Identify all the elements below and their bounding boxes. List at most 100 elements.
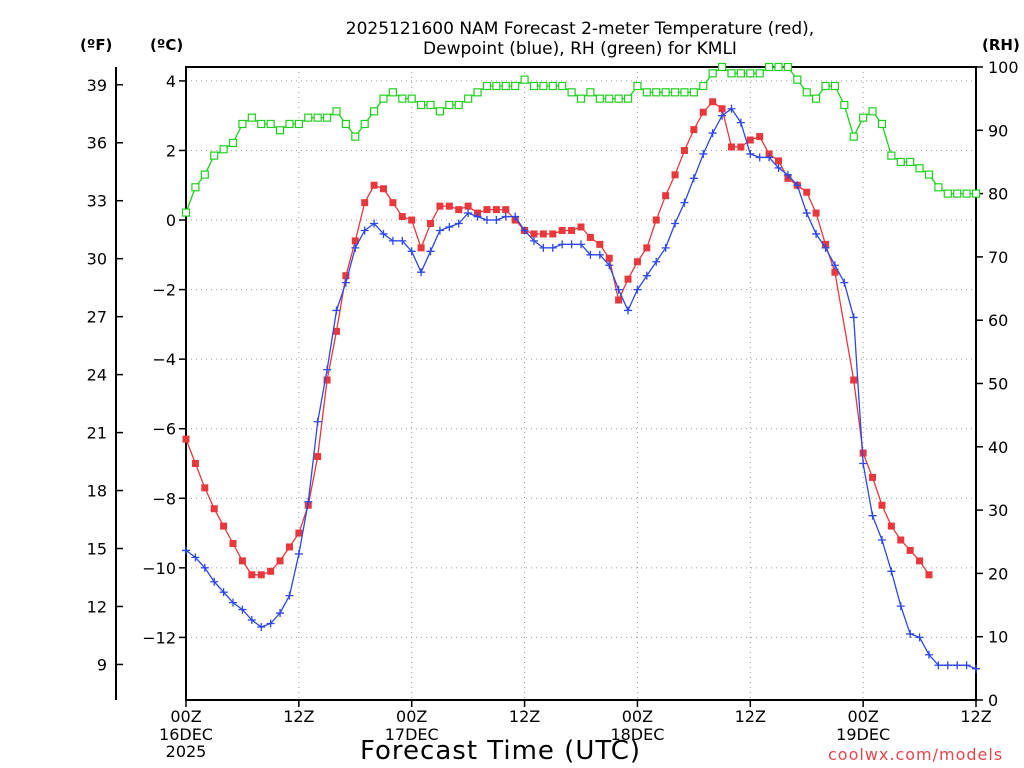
dewpoint-marker xyxy=(624,306,633,315)
rh-marker xyxy=(840,100,849,110)
rh-marker xyxy=(849,132,858,141)
dewpoint-marker xyxy=(529,236,538,245)
dewpoint-marker xyxy=(877,536,886,545)
rh-tick-label: 10 xyxy=(988,628,1008,647)
rh-marker xyxy=(971,189,981,198)
dewpoint-marker xyxy=(699,149,708,158)
temperature-marker xyxy=(342,272,350,280)
temperature-marker xyxy=(803,188,811,196)
dewpoint-marker xyxy=(812,229,821,238)
temperature-line xyxy=(185,100,930,576)
rh-marker xyxy=(360,119,369,129)
x-tick-label: 12Z xyxy=(735,707,766,726)
dewpoint-marker xyxy=(266,619,275,628)
temperature-marker xyxy=(671,171,679,179)
rh-marker xyxy=(492,81,501,91)
dewpoint-marker xyxy=(501,212,510,221)
rh-marker xyxy=(661,88,670,97)
rh-marker xyxy=(887,151,896,160)
rh-marker xyxy=(191,183,200,192)
dewpoint-marker xyxy=(943,661,952,670)
temperature-marker xyxy=(257,571,265,579)
dewpoint-marker xyxy=(407,247,416,256)
dewpoint-marker xyxy=(511,212,520,221)
rh-tick-label: 50 xyxy=(988,375,1008,394)
temperature-marker xyxy=(502,206,510,214)
rh-marker xyxy=(699,81,708,91)
temperature-marker xyxy=(615,296,623,304)
rh-marker xyxy=(304,113,313,122)
rh-marker xyxy=(614,94,623,103)
x-tick-date-label: 18DEC xyxy=(610,725,664,744)
rh-marker xyxy=(426,100,435,110)
dewpoint-marker xyxy=(323,365,332,374)
rh-marker xyxy=(482,81,492,91)
rh-marker xyxy=(257,119,266,129)
temperature-marker xyxy=(633,258,641,266)
rh-marker xyxy=(520,75,529,84)
temperature-marker xyxy=(643,244,651,252)
celsius-tick-label: −2 xyxy=(152,281,176,300)
rh-marker xyxy=(934,183,943,192)
dewpoint-marker xyxy=(257,622,266,631)
dewpoint-marker xyxy=(736,118,745,127)
dewpoint-marker xyxy=(360,226,369,235)
temperature-marker xyxy=(285,543,293,551)
rh-marker xyxy=(727,69,736,78)
dewpoint-marker xyxy=(417,268,426,277)
rh-tick-label: 70 xyxy=(988,248,1008,267)
rh-tick-label: 30 xyxy=(988,501,1008,520)
dewpoint-marker xyxy=(840,278,849,287)
rh-marker xyxy=(868,107,877,116)
rh-marker xyxy=(219,145,228,154)
rh-marker xyxy=(210,151,219,160)
rh-marker xyxy=(736,69,745,78)
rh-marker xyxy=(642,88,651,97)
chart-title-line-2: Dewpoint (blue), RH (green) for KMLI xyxy=(423,39,737,59)
temperature-marker xyxy=(878,501,886,509)
temperature-marker xyxy=(370,181,378,189)
temperature-marker xyxy=(483,206,491,214)
dewpoint-marker xyxy=(802,209,811,218)
dewpoint-marker xyxy=(859,459,868,468)
dewpoint-marker xyxy=(708,129,717,138)
dewpoint-marker xyxy=(652,257,661,266)
rh-marker xyxy=(802,88,811,97)
temperature-marker xyxy=(859,449,867,457)
rh-marker xyxy=(717,62,727,72)
temperature-marker xyxy=(276,557,284,565)
temperature-marker xyxy=(812,209,820,217)
rh-marker xyxy=(953,189,962,198)
rh-marker xyxy=(417,100,426,110)
fahrenheit-tick-label: 12 xyxy=(87,597,107,616)
dewpoint-marker xyxy=(718,111,727,120)
dewpoint-marker xyxy=(962,661,971,670)
dewpoint-marker xyxy=(642,271,651,280)
rh-marker xyxy=(708,69,717,78)
temperature-marker xyxy=(831,268,839,276)
rh-marker xyxy=(652,88,661,97)
dewpoint-marker xyxy=(426,247,435,256)
dewpoint-marker xyxy=(793,181,802,190)
dewpoint-line xyxy=(185,107,977,670)
temperature-marker xyxy=(558,226,566,234)
rh-marker xyxy=(238,119,247,129)
temperature-marker xyxy=(699,108,707,116)
dewpoint-marker xyxy=(388,236,397,245)
dewpoint-marker xyxy=(896,602,905,611)
dewpoint-marker xyxy=(435,226,444,235)
dewpoint-marker xyxy=(520,226,529,235)
dewpoint-marker xyxy=(755,153,764,162)
x-tick-label: 00Z xyxy=(396,707,427,726)
temperature-marker xyxy=(690,126,698,134)
x-tick-date-label: 16DEC xyxy=(159,725,213,744)
rh-marker xyxy=(567,88,576,97)
dewpoint-marker xyxy=(294,549,303,558)
fahrenheit-tick-label: 18 xyxy=(87,482,107,501)
dewpoint-marker xyxy=(313,417,322,426)
rh-marker xyxy=(398,94,407,103)
temperature-marker xyxy=(408,216,416,224)
rh-tick-label: 80 xyxy=(988,185,1008,204)
rh-marker xyxy=(830,81,840,91)
dewpoint-marker xyxy=(332,306,341,315)
